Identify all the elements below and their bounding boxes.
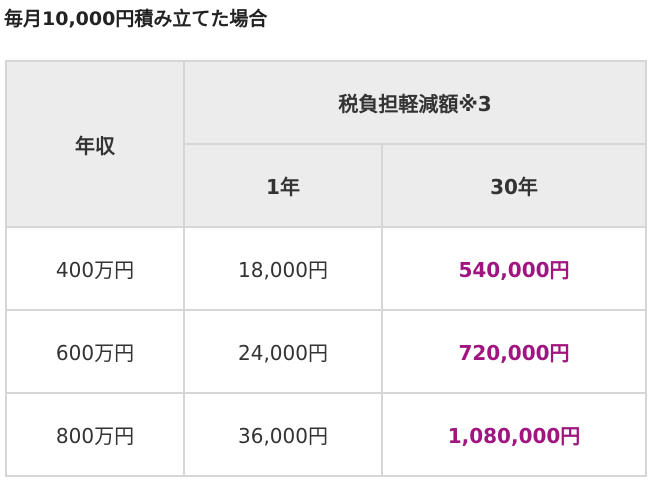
table-cell: 36,000円 bbox=[183, 392, 383, 477]
title: 毎月10,000円積み立てた場合 bbox=[4, 8, 268, 30]
table-cell: 1,080,000円 bbox=[380, 392, 648, 477]
header-cell: 年収 bbox=[5, 60, 185, 228]
table-cell: 24,000円 bbox=[183, 309, 383, 394]
table-row: 400万円 18,000円 540,000円 bbox=[5, 226, 648, 311]
table-row: 800万円 36,000円 1,080,000円 bbox=[5, 392, 648, 477]
table-body: 400万円 18,000円 540,000円 600万円 24,000円 720,000円… bbox=[5, 226, 648, 477]
table-cell: 18,000円 bbox=[183, 226, 383, 311]
header-cell: 1年 bbox=[183, 143, 383, 228]
table-row: 600万円 24,000円 720,000円 bbox=[5, 309, 648, 394]
table-cell: 600万円 bbox=[5, 309, 185, 394]
header-cell: 税負担軽減額※3 bbox=[182, 60, 648, 145]
tax-table: 年収 税負担軽減額※3 1年 30年 400万円 18,000円 540,000円 6… bbox=[5, 60, 648, 477]
table-cell: 400万円 bbox=[5, 226, 185, 311]
table-cell: 540,000円 bbox=[380, 226, 648, 311]
table-cell: 800万円 bbox=[5, 392, 185, 477]
table-cell: 720,000円 bbox=[380, 309, 648, 394]
header-cell: 30年 bbox=[380, 143, 648, 228]
